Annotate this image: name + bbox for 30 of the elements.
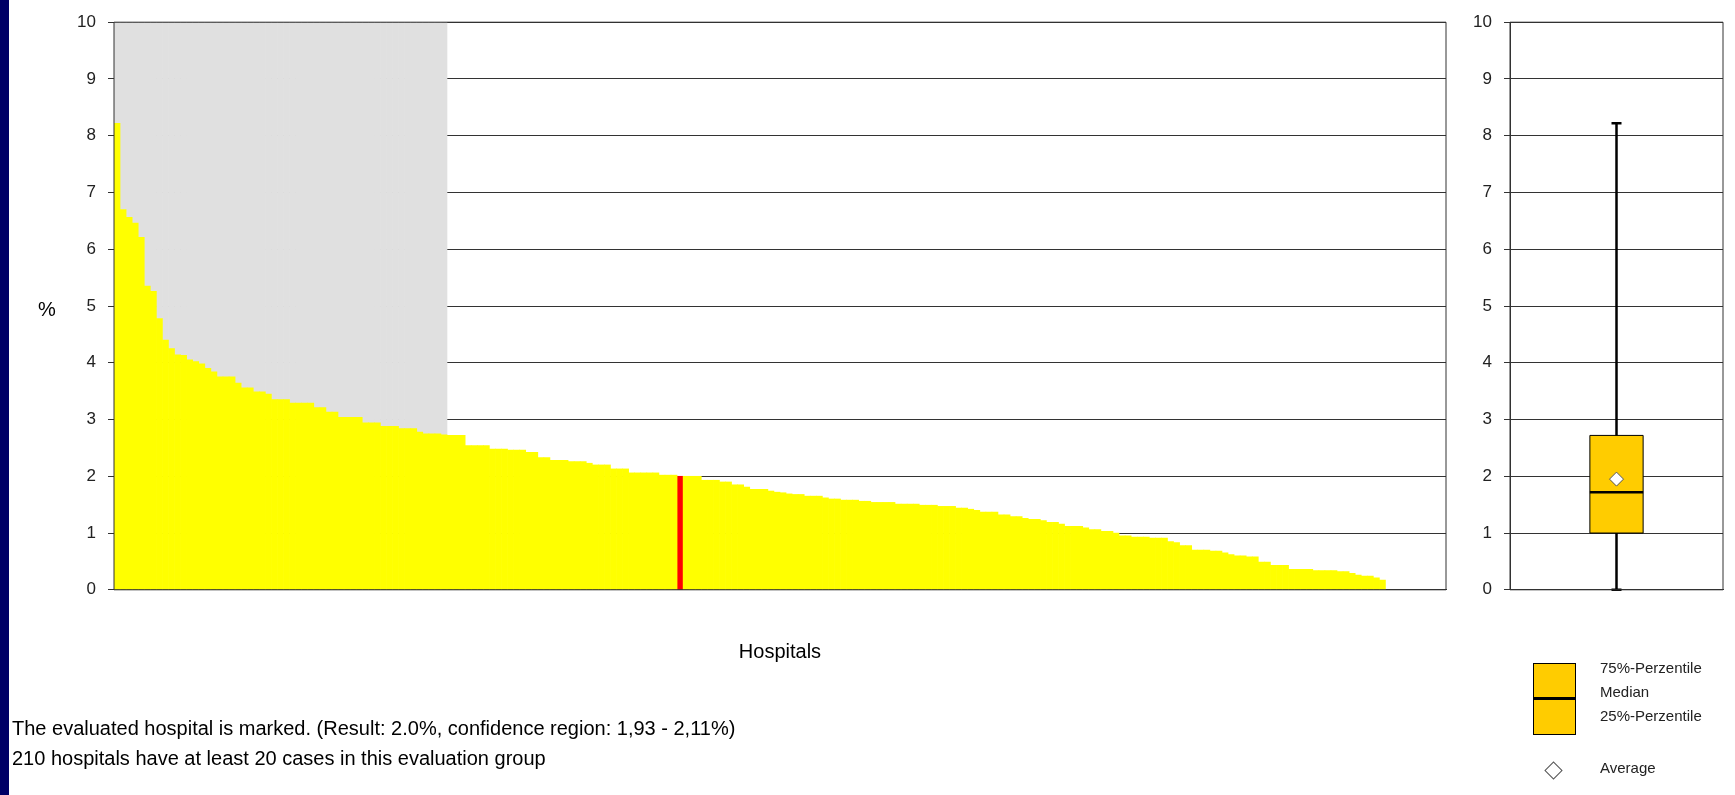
y-tick-label: 5 [1482, 295, 1492, 315]
y-tick-label: 0 [1482, 579, 1492, 599]
y-tick-label: 6 [86, 238, 96, 258]
y-tick-label: 6 [1482, 238, 1492, 258]
y-tick-label: 5 [86, 295, 96, 315]
x-axis-title: Hospitals [737, 640, 823, 663]
y-tick-label: 1 [1482, 522, 1492, 542]
y-tick-label: 3 [86, 409, 96, 429]
y-tick-label: 8 [86, 125, 96, 145]
text: Median [1600, 683, 1650, 700]
y-tick-label: 0 [86, 579, 96, 599]
y-tick-label: 1 [86, 522, 96, 542]
text: The evaluated hospital is marked. (Result: 2.0%, confidence region: 1,93 - 2,11%) [12, 717, 736, 740]
y-tick-label: 2 [1482, 465, 1492, 485]
text: 210 hospitals have at least 20 cases in this evaluation group [12, 747, 546, 770]
y-tick-label: 10 [1473, 11, 1492, 31]
y-tick-label: 4 [86, 352, 96, 372]
text: Average [1600, 759, 1656, 776]
y-tick-label: 2 [86, 465, 96, 485]
y-tick-label: 4 [1482, 352, 1492, 372]
y-tick-label: 10 [77, 11, 96, 31]
text: 75%-Perzentile [1600, 659, 1702, 676]
y-tick-label: 8 [1482, 125, 1492, 145]
y-tick-label: 7 [86, 182, 96, 202]
y-tick-label: 9 [1482, 68, 1492, 88]
y-tick-label: 7 [1482, 182, 1492, 202]
text: 25%-Perzentile [1600, 707, 1702, 724]
y-axis-title: % [38, 298, 56, 321]
y-tick-label: 9 [86, 68, 96, 88]
y-tick-label: 3 [1482, 409, 1492, 429]
